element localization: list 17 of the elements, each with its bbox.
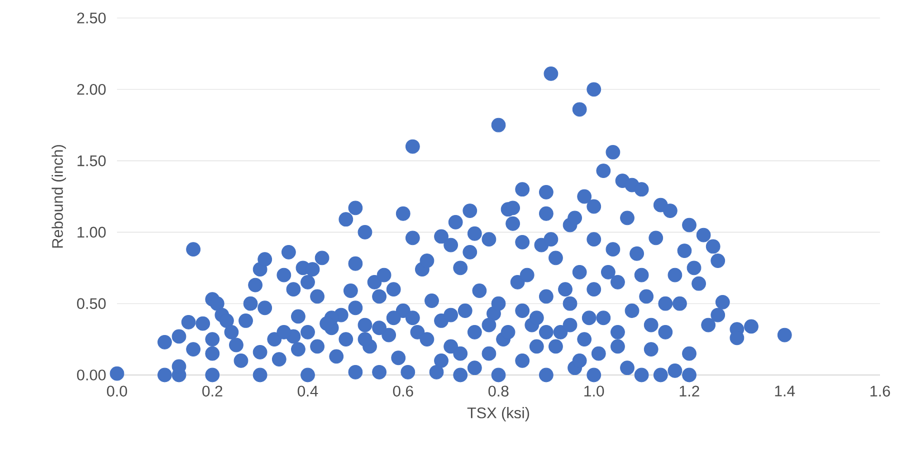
x-tick-label: 1.6: [870, 386, 890, 397]
x-tick-label: 1.0: [584, 386, 604, 397]
y-tick-label: 2.50: [77, 12, 106, 24]
x-tick-label: 1.2: [680, 386, 700, 396]
y-tick-label: 0.00: [77, 370, 106, 380]
x-tick-label: 0.8: [488, 386, 508, 397]
y-tick-label: 0.50: [77, 298, 106, 310]
x-tick-label: 1.4: [775, 386, 795, 396]
y-axis-title: Rebound (inch): [52, 145, 66, 248]
y-tick-label: 1.00: [78, 226, 106, 238]
y-tick-label: 2.00: [77, 84, 106, 95]
y-tick-label: 1.50: [78, 155, 106, 166]
x-axis-title: TSX (ksi): [467, 407, 530, 422]
x-tick-label: 0.0: [106, 386, 128, 397]
x-tick-label: 0.4: [298, 386, 318, 397]
x-tick-label: 0.2: [202, 386, 222, 397]
x-tick-label: 0.6: [393, 386, 414, 397]
